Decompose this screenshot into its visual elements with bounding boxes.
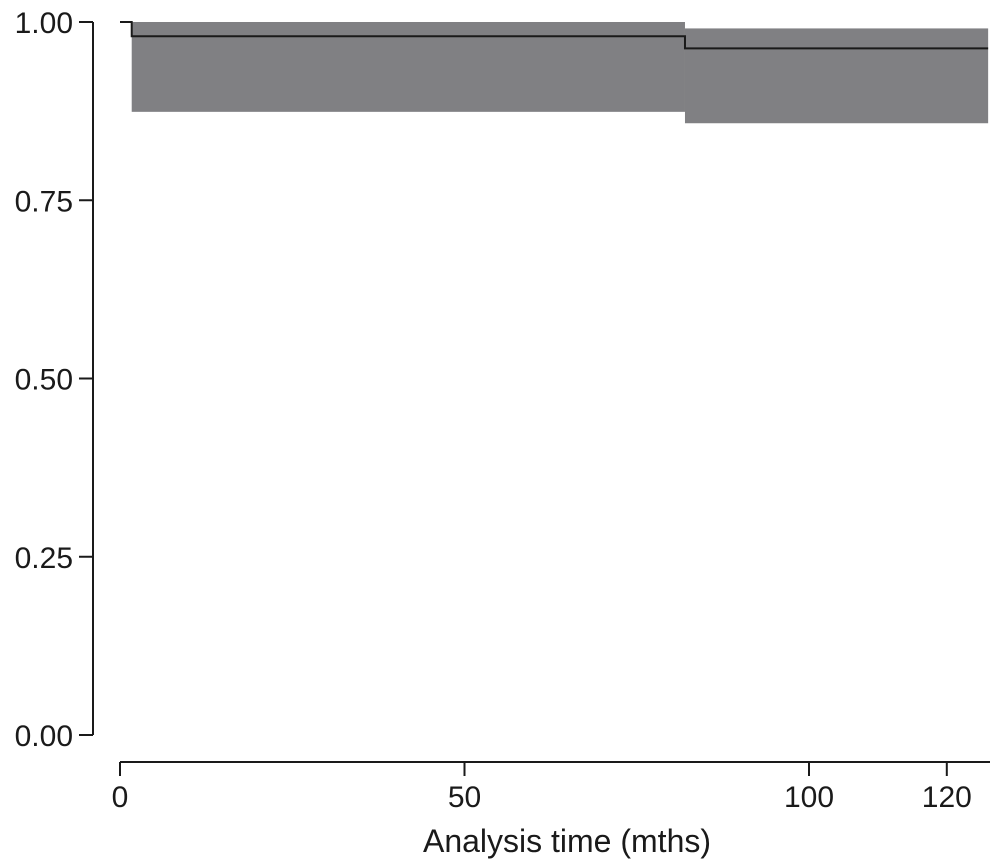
- y-tick-label: 1.00: [15, 7, 73, 40]
- y-tick-label: 0.00: [15, 720, 73, 753]
- labels-layer: Analysis time (mths) 0.00 0.25 0.50 0.75 1.0…: [15, 7, 972, 859]
- y-tick-label: 0.75: [15, 185, 73, 218]
- axes-layer: [79, 21, 990, 776]
- confidence-band-segment-2: [684, 28, 989, 124]
- x-axis-title: Analysis time (mths): [423, 823, 711, 859]
- x-tick-label: 120: [922, 781, 972, 814]
- x-tick-label: 50: [448, 781, 481, 814]
- survival-step-line-1: [120, 21, 989, 50]
- survival-line-layer: [120, 21, 989, 50]
- x-tick-label: 0: [112, 781, 129, 814]
- x-tick-label: 100: [784, 781, 834, 814]
- y-tick-label: 0.25: [15, 542, 73, 575]
- y-tick-label: 0.50: [15, 364, 73, 397]
